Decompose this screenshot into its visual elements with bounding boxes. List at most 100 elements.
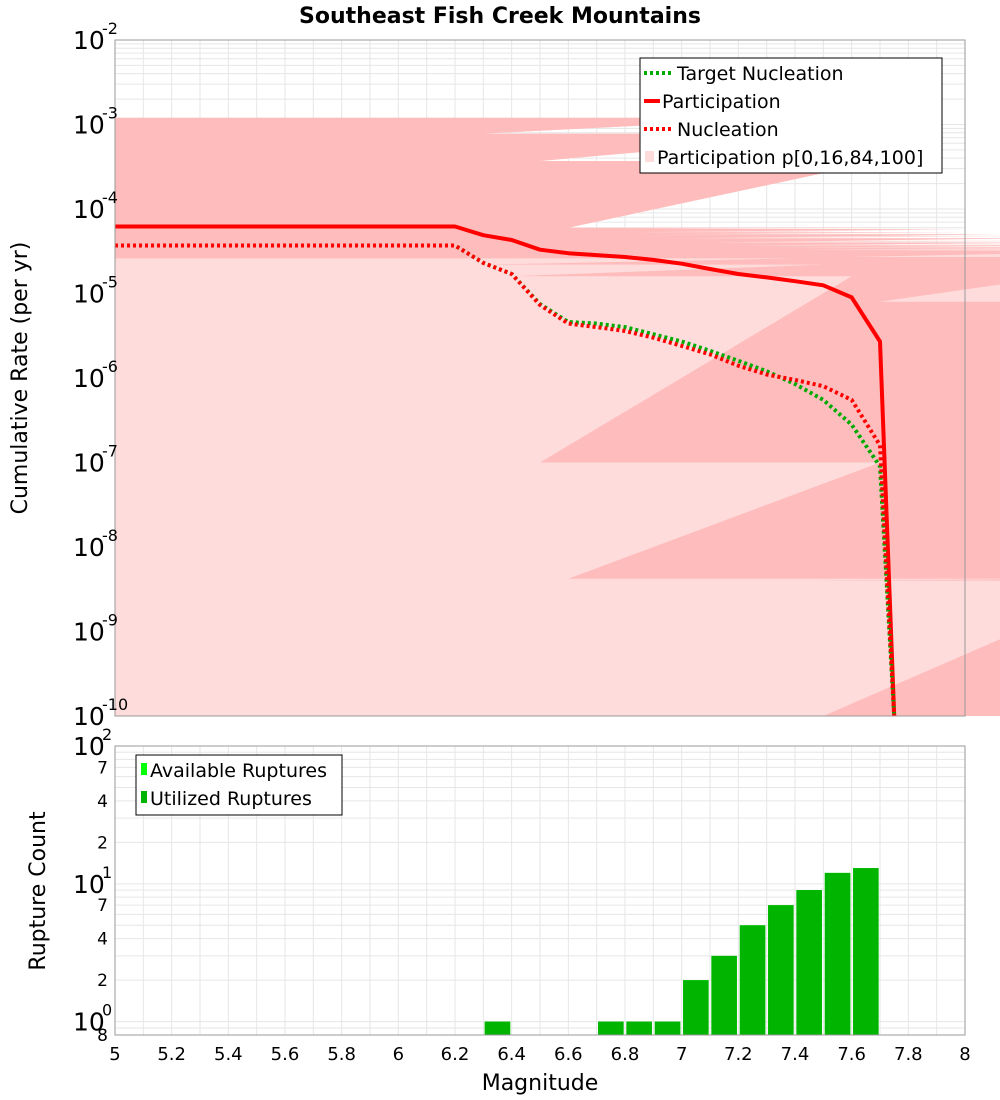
rate-y-tick: 10-9 xyxy=(73,611,118,647)
rupture-bars xyxy=(484,868,879,1035)
bar-utilized xyxy=(824,872,851,1035)
count-legend: Available Ruptures Utilized Ruptures xyxy=(135,754,343,816)
rate-y-tick-exp: -5 xyxy=(102,273,118,292)
x-tick-label: 6.4 xyxy=(497,1044,526,1065)
x-axis-label: Magnitude xyxy=(482,1071,599,1096)
legend-label-available: Available Ruptures xyxy=(150,760,327,782)
rate-y-tick-base: 10 xyxy=(73,280,105,309)
rate-y-tick-base: 10 xyxy=(73,618,105,647)
x-tick-label: 5.6 xyxy=(271,1044,300,1065)
count-y-minor-tick: 4 xyxy=(97,792,108,812)
rate-y-tick-exp: -10 xyxy=(102,695,128,714)
x-tick-label: 7.8 xyxy=(894,1044,923,1065)
rate-y-tick-exp: -7 xyxy=(102,442,118,461)
x-tick-label: 6.2 xyxy=(441,1044,470,1065)
count-y-minor-tick: 2 xyxy=(97,971,108,991)
rate-y-tick-base: 10 xyxy=(73,364,105,393)
bar-utilized xyxy=(739,925,766,1035)
rate-plot-frame xyxy=(114,39,966,717)
count-y-minor-tick: 7 xyxy=(97,896,108,916)
magnitude-x-ticks: 5 5.2 5.4 5.6 5.8 6 6.2 6.4 6.6 6.8 7 7.2 7.4 7.6 7.8 8 xyxy=(109,1044,970,1065)
rate-y-axis-label: Cumulative Rate (per yr) xyxy=(8,242,33,515)
count-y-major-tick: 101 xyxy=(73,863,112,899)
count-y-minor-tick: 2 xyxy=(97,833,108,853)
count-y-axis-label: Rupture Count xyxy=(26,811,51,971)
rate-y-tick: 10-6 xyxy=(73,357,118,393)
rate-y-tick-exp: -9 xyxy=(102,611,118,630)
bar-utilized xyxy=(796,890,822,1035)
line-nucleation xyxy=(115,243,897,717)
legend-label-target-nucleation: Target Nucleation xyxy=(676,63,844,85)
rate-y-tick: 10-2 xyxy=(73,19,118,55)
x-tick-label: 5.4 xyxy=(214,1044,243,1065)
rate-y-tick-exp: -3 xyxy=(102,104,118,123)
rate-y-tick-base: 10 xyxy=(73,111,105,140)
legend-label-participation-band: Participation p[0,16,84,100] xyxy=(657,147,923,169)
x-tick-label: 7.2 xyxy=(724,1044,753,1065)
rate-y-tick-exp: -4 xyxy=(102,188,118,207)
count-y-minor-tick: 4 xyxy=(97,930,108,950)
x-tick-label: 8 xyxy=(959,1044,970,1065)
band-p16-p84 xyxy=(115,117,1000,716)
legend-swatch-utilized xyxy=(141,791,147,803)
bar-utilized xyxy=(598,1021,624,1035)
rate-y-ticks: 10-210-310-410-510-610-710-810-910-10 xyxy=(73,19,128,731)
rate-y-tick: 10-4 xyxy=(73,188,118,224)
count-y-minor-tick: 7 xyxy=(97,758,108,778)
legend-label-nucleation: Nucleation xyxy=(677,119,779,141)
legend-swatch-participation-band xyxy=(645,151,654,162)
x-tick-label: 5 xyxy=(109,1044,120,1065)
x-tick-label: 6.8 xyxy=(611,1044,640,1065)
count-y-tick-base: 10 xyxy=(73,732,105,761)
x-tick-label: 6 xyxy=(393,1044,404,1065)
legend-label-utilized: Utilized Ruptures xyxy=(150,788,312,810)
rate-lines xyxy=(115,224,897,717)
rate-y-tick-base: 10 xyxy=(73,533,105,562)
legend-label-participation: Participation xyxy=(662,91,781,113)
x-tick-label: 7 xyxy=(676,1044,687,1065)
rate-y-tick: 10-7 xyxy=(73,442,118,478)
participation-bands xyxy=(115,117,1000,716)
rate-y-tick-base: 10 xyxy=(73,195,105,224)
x-tick-label: 5.2 xyxy=(157,1044,186,1065)
x-tick-label: 6.6 xyxy=(554,1044,583,1065)
count-y-major-tick: 102 xyxy=(73,725,112,761)
bar-utilized xyxy=(654,1021,681,1035)
rate-y-tick-exp: -2 xyxy=(102,19,118,38)
x-tick-label: 5.8 xyxy=(327,1044,356,1065)
count-y-tick-base: 10 xyxy=(73,1008,105,1037)
count-y-tick-base: 10 xyxy=(73,870,105,899)
chart-title: Southeast Fish Creek Mountains xyxy=(299,4,701,29)
rate-y-tick: 10-5 xyxy=(73,273,118,309)
count-legend-box xyxy=(135,754,343,816)
count-y-tick-exp: 1 xyxy=(102,863,112,882)
rate-plot-panel: 10-210-310-410-510-610-710-810-910-10 Cu… xyxy=(8,19,1000,731)
rate-y-tick-base: 10 xyxy=(73,26,105,55)
bar-utilized xyxy=(711,955,737,1035)
x-tick-label: 7.4 xyxy=(781,1044,810,1065)
count-y-tick-exp: 2 xyxy=(102,725,112,744)
rate-y-tick-base: 10 xyxy=(73,702,105,731)
bar-utilized xyxy=(853,868,879,1035)
count-y-major-tick: 100 xyxy=(73,1001,112,1037)
count-y-minor-tick: 8 xyxy=(97,1026,108,1046)
legend-swatch-available xyxy=(141,763,147,775)
bar-utilized xyxy=(768,905,794,1035)
rate-y-tick: 10-8 xyxy=(73,526,118,562)
count-plot-frame xyxy=(114,745,966,1036)
rate-y-tick-exp: -6 xyxy=(102,357,118,376)
rate-y-tick: 10-3 xyxy=(73,104,118,140)
rate-legend: Target Nucleation Participation Nucleati… xyxy=(639,57,943,174)
bar-utilized xyxy=(626,1021,652,1035)
rate-y-tick-base: 10 xyxy=(73,449,105,478)
rate-y-tick-exp: -8 xyxy=(102,526,118,545)
line-participation xyxy=(115,224,897,717)
rate-legend-box xyxy=(639,57,943,174)
rate-y-tick: 10-10 xyxy=(73,695,128,731)
x-tick-label: 7.6 xyxy=(837,1044,866,1065)
count-y-tick-exp: 0 xyxy=(102,1001,112,1020)
bar-utilized xyxy=(484,1021,511,1035)
